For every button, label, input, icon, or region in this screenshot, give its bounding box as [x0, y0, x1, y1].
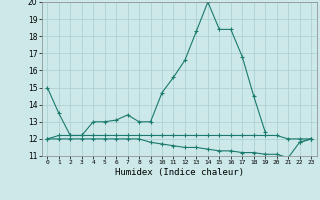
X-axis label: Humidex (Indice chaleur): Humidex (Indice chaleur)	[115, 168, 244, 177]
